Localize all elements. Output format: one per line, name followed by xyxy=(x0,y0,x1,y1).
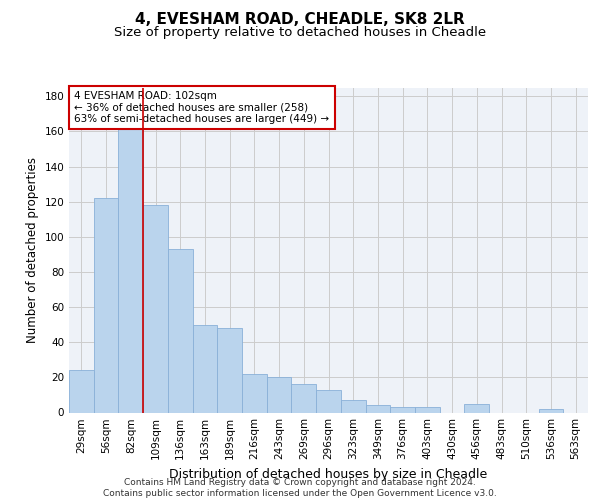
Bar xyxy=(69,370,94,412)
Bar xyxy=(168,249,193,412)
Bar xyxy=(267,378,292,412)
Bar xyxy=(341,400,365,412)
Bar xyxy=(193,324,217,412)
Bar xyxy=(415,407,440,412)
Bar xyxy=(365,406,390,412)
Bar xyxy=(94,198,118,412)
Bar xyxy=(118,126,143,412)
Text: 4, EVESHAM ROAD, CHEADLE, SK8 2LR: 4, EVESHAM ROAD, CHEADLE, SK8 2LR xyxy=(135,12,465,28)
X-axis label: Distribution of detached houses by size in Cheadle: Distribution of detached houses by size … xyxy=(169,468,488,481)
Text: Contains HM Land Registry data © Crown copyright and database right 2024.
Contai: Contains HM Land Registry data © Crown c… xyxy=(103,478,497,498)
Bar xyxy=(390,407,415,412)
Bar xyxy=(242,374,267,412)
Bar xyxy=(316,390,341,412)
Text: 4 EVESHAM ROAD: 102sqm
← 36% of detached houses are smaller (258)
63% of semi-de: 4 EVESHAM ROAD: 102sqm ← 36% of detached… xyxy=(74,91,329,124)
Y-axis label: Number of detached properties: Number of detached properties xyxy=(26,157,39,343)
Bar xyxy=(143,205,168,412)
Bar xyxy=(292,384,316,412)
Bar xyxy=(464,404,489,412)
Bar xyxy=(217,328,242,412)
Text: Size of property relative to detached houses in Cheadle: Size of property relative to detached ho… xyxy=(114,26,486,39)
Bar xyxy=(539,409,563,412)
